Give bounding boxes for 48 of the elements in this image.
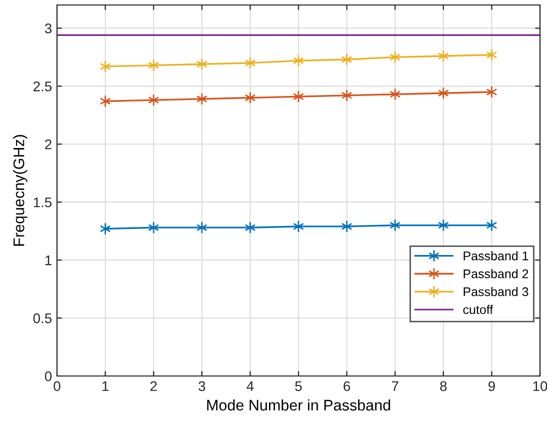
point (486, 48, 498, 62)
y-tick-label: 1 (45, 256, 52, 266)
point (244, 92, 256, 104)
point (341, 89, 352, 102)
x-tick-label: 6 (344, 381, 350, 392)
y-tick-label: 0 (44, 371, 52, 382)
y-tick-label: 2.5 (34, 81, 52, 92)
legend-label: Passband 3 (464, 286, 528, 296)
legend-label: Passband 2 (464, 269, 528, 278)
y-axis-title: Frequecny(GHz) (13, 134, 28, 246)
x-tick-label: 1 (102, 381, 108, 391)
x-tick-label: 0 (54, 381, 60, 392)
point (341, 53, 352, 66)
point (196, 58, 208, 70)
x-axis-title: Mode Number in Passband (207, 399, 390, 411)
x-tick-label: 7 (392, 381, 398, 391)
x-tick-label: 10 (533, 381, 547, 392)
point (390, 88, 401, 101)
x-tick-label: 5 (295, 381, 302, 392)
point (100, 94, 111, 108)
y-tick-label: 0.5 (33, 313, 52, 324)
point (486, 86, 498, 98)
point (438, 219, 449, 232)
legend-label: cutoff (463, 304, 494, 314)
x-tick-label: 4 (246, 381, 254, 391)
point (390, 50, 401, 64)
point (244, 56, 256, 70)
point (438, 50, 449, 62)
point (148, 221, 160, 234)
y-tick-label: 3 (44, 24, 52, 34)
point (438, 86, 449, 100)
x-tick-label: 8 (440, 381, 447, 392)
point (341, 220, 352, 233)
point (244, 221, 256, 234)
point (148, 59, 160, 72)
legend-label: Passband 1 (464, 251, 528, 260)
point (148, 94, 160, 106)
y-tick-label: 1.5 (34, 198, 52, 208)
point (100, 222, 111, 236)
point (390, 219, 401, 232)
x-tick-label: 3 (198, 381, 206, 392)
point (196, 221, 208, 234)
point (486, 219, 498, 232)
y-tick-label: 2 (45, 139, 52, 150)
point (196, 92, 208, 106)
x-tick-label: 9 (488, 381, 495, 392)
point (100, 60, 111, 73)
x-tick-label: 2 (150, 381, 157, 391)
